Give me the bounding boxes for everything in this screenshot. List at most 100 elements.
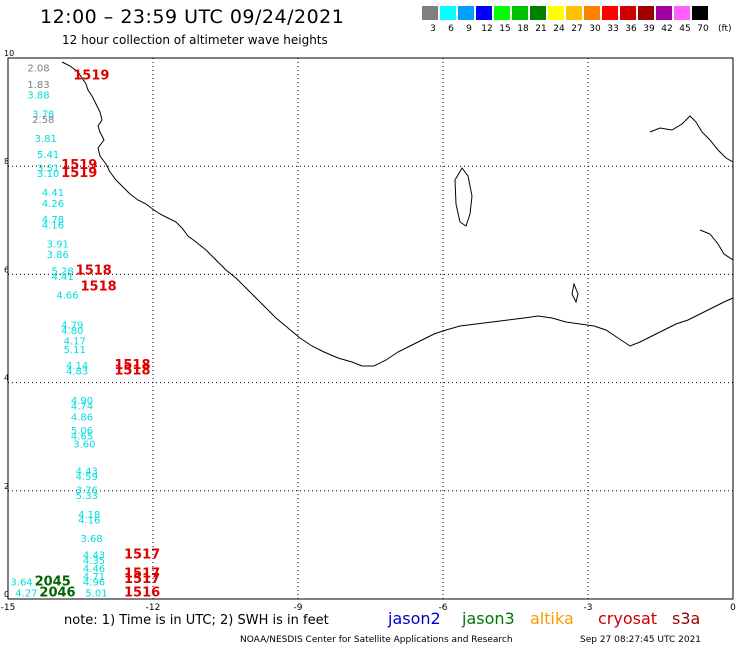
legend-swatch xyxy=(512,6,529,20)
legend-label: 3 xyxy=(430,24,436,34)
legend-label: 12 xyxy=(481,24,493,34)
wave-height-value: 4.46 xyxy=(83,564,105,575)
wave-height-value: 4.14 xyxy=(66,361,88,372)
legend-label: 15 xyxy=(499,24,511,34)
legend-label: 45 xyxy=(679,24,691,34)
wave-height-value: 3.88 xyxy=(27,91,49,102)
wave-height-value: 3.10 xyxy=(37,169,59,180)
lon-tick-label: 0 xyxy=(730,603,736,613)
legend-swatch xyxy=(692,6,709,20)
legend-label: 18 xyxy=(517,24,529,34)
legend-swatch xyxy=(656,6,673,20)
wave-height-value: 3.81 xyxy=(35,134,57,145)
wave-height-value: 4.59 xyxy=(76,472,98,483)
legend-swatch xyxy=(548,6,565,20)
wave-height-value: 3.91 xyxy=(47,239,69,250)
wave-height-value: 1.83 xyxy=(27,80,49,91)
wave-height-value: 4.41 xyxy=(52,272,74,283)
wave-height-value: 4.66 xyxy=(56,291,78,302)
graticule: -15 -12 -9 -6 -3 0 0 2 4 6 8 10 xyxy=(1,49,736,613)
pass-time: 2045 xyxy=(35,574,71,589)
satellite-jason2: jason2 xyxy=(388,609,441,628)
legend-label: 24 xyxy=(553,24,565,34)
pass-time: 1519 xyxy=(61,158,97,173)
legend-swatch xyxy=(440,6,457,20)
lon-tick-label: -12 xyxy=(146,603,161,613)
legend-unit: (ft) xyxy=(718,24,732,34)
lat-tick-label: 0 xyxy=(4,590,9,599)
wave-height-value: 3.76 xyxy=(76,486,98,497)
wave-height-value: 5.33 xyxy=(76,491,98,502)
satellite-altika: altika xyxy=(530,609,574,628)
wave-height-value: 3.68 xyxy=(81,534,103,545)
wave-height-value: 3.86 xyxy=(47,250,69,261)
wave-height-value: 4.43 xyxy=(83,550,105,561)
legend-swatch xyxy=(566,6,583,20)
lake-volta xyxy=(571,282,579,304)
legend-swatch xyxy=(458,6,475,20)
satellite-cryosat: cryosat xyxy=(598,609,658,628)
wave-height-value: 5.01 xyxy=(85,588,107,599)
lat-tick-label: 6 xyxy=(4,265,9,274)
legend-swatch xyxy=(494,6,511,20)
niger-river xyxy=(649,115,734,163)
wave-height-value: 4.27 xyxy=(15,588,37,599)
pass-time: 1518 xyxy=(114,363,150,378)
wave-height-value: 5.41 xyxy=(37,150,59,161)
map-title: 12:00 – 23:59 UTC 09/24/2021 xyxy=(40,6,345,28)
wave-height-value: 4.35 xyxy=(83,556,105,567)
wave-height-value: 4.90 xyxy=(71,396,93,407)
legend-swatch xyxy=(638,6,655,20)
satellite-jason3: jason3 xyxy=(462,609,515,628)
pass-time: 1518 xyxy=(76,263,112,278)
legend-label: 6 xyxy=(448,24,454,34)
pass-time: 2046 xyxy=(39,585,75,600)
lon-tick-label: -6 xyxy=(439,603,448,613)
wave-height-value: 4.96 xyxy=(83,577,105,588)
wave-height-value: 3.51 xyxy=(37,164,59,175)
footer-note: note: 1) Time is in UTC; 2) SWH is in fe… xyxy=(64,613,329,628)
map-frame xyxy=(7,57,734,600)
map-subtitle: 12 hour collection of altimeter wave hei… xyxy=(62,33,328,47)
wave-height-value: 5.28 xyxy=(52,266,74,277)
wave-height-value: 4.41 xyxy=(42,188,64,199)
generation-timestamp: Sep 27 08:27:45 UTC 2021 xyxy=(580,635,702,645)
wave-height-value: 3.78 xyxy=(32,110,54,121)
pass-time: 1518 xyxy=(114,358,150,373)
pass-time: 1519 xyxy=(61,166,97,181)
legend-swatch xyxy=(476,6,493,20)
legend-label: 33 xyxy=(607,24,619,34)
legend-swatch xyxy=(674,6,691,20)
lon-tick-label: -9 xyxy=(294,603,303,613)
legend-label: 30 xyxy=(589,24,601,34)
wave-height-labels: 2.08 1.833.88 3.782.58 3.81 5.41 3.513.10 4.41… xyxy=(10,64,107,600)
credit-text: NOAA/NESDIS Center for Satellite Applica… xyxy=(240,635,513,645)
wave-height-value: 4.26 xyxy=(42,199,64,210)
legend-label: 21 xyxy=(535,24,547,34)
wave-height-value: 2.58 xyxy=(32,115,54,126)
wave-height-value: 3.60 xyxy=(73,440,95,451)
satellite-s3a: s3a xyxy=(672,609,701,628)
bioko-island xyxy=(454,167,473,227)
legend-swatch xyxy=(602,6,619,20)
wave-height-value: 4.18 xyxy=(78,510,100,521)
wave-height-value: 4.65 xyxy=(71,431,93,442)
lat-tick-label: 8 xyxy=(4,157,9,166)
wave-height-value: 5.06 xyxy=(71,426,93,437)
legend-label: 70 xyxy=(697,24,709,34)
wave-height-value: 4.16 xyxy=(42,220,64,231)
pass-time: 1516 xyxy=(124,585,160,600)
wave-height-value: 4.86 xyxy=(71,412,93,423)
legend-label: 9 xyxy=(466,24,472,34)
legend-swatch xyxy=(530,6,547,20)
wave-height-value: 4.78 xyxy=(42,215,64,226)
pass-time: 1517 xyxy=(124,547,160,562)
legend-swatch xyxy=(584,6,601,20)
wave-height-value: 4.71 xyxy=(83,572,105,583)
wave-height-value: 4.16 xyxy=(78,515,100,526)
legend-label: 42 xyxy=(661,24,673,34)
pass-time-labels: 1519151915191518151815181518151715171517… xyxy=(35,69,161,601)
pass-time: 1519 xyxy=(73,69,109,84)
pass-time: 1517 xyxy=(124,566,160,581)
